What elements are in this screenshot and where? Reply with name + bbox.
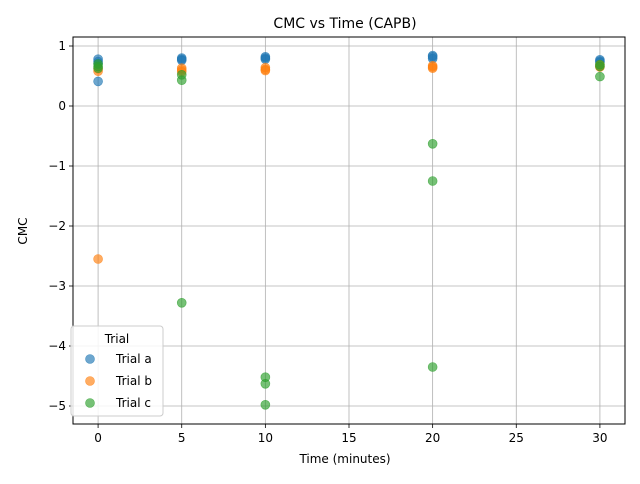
data-point-trial-c [176,297,187,308]
grid-lines [73,37,625,424]
y-axis-ticks: −5 −4 −3 −2 −1 0 1 [48,39,73,413]
legend: Trial Trial a Trial b Trial c [70,325,164,417]
x-tick-label: 15 [341,431,356,445]
data-point-trial-c [595,61,605,72]
data-point-trial-c [427,362,438,372]
legend-marker [85,354,95,364]
data-point-trial-c [93,63,103,73]
data-point-trial-b [260,65,271,76]
y-tick-label: −5 [48,399,66,413]
x-tick-label: 30 [592,431,607,445]
data-point-trial-c [427,176,438,186]
y-tick-label: −3 [48,279,66,293]
legend-title: Trial [104,332,130,346]
data-point-trial-c [260,378,271,389]
data-point-trial-b [427,63,438,73]
data-point-trial-c [595,71,605,82]
x-tick-label: 20 [425,431,440,445]
x-tick-label: 0 [94,431,102,445]
legend-box [70,325,164,417]
y-tick-label: 1 [58,39,66,53]
x-tick-label: 5 [178,431,186,445]
data-points [93,50,605,410]
y-tick-label: −1 [48,159,66,173]
legend-marker [85,398,95,408]
x-tick-label: 10 [258,431,273,445]
x-tick-label: 25 [509,431,524,445]
data-point-trial-c [176,75,187,85]
chart-title: CMC vs Time (CAPB) [273,16,416,32]
data-point-trial-a [260,54,271,65]
y-tick-label: −2 [48,219,66,233]
legend-label: Trial b [115,374,152,388]
legend-label: Trial a [115,352,152,366]
y-axis-label: CMC [16,217,30,244]
x-axis-ticks: 0 5 10 15 20 25 30 [94,424,608,445]
legend-marker [85,376,95,386]
data-point-trial-c [427,139,438,149]
data-point-trial-b [93,254,103,264]
y-tick-label: 0 [58,99,66,113]
x-axis-label: Time (minutes) [298,452,390,466]
legend-label: Trial c [115,396,151,410]
y-tick-label: −4 [48,339,66,353]
legend-items: Trial a Trial b Trial c [85,352,152,410]
data-point-trial-a [93,76,103,87]
data-point-trial-c [260,399,271,410]
